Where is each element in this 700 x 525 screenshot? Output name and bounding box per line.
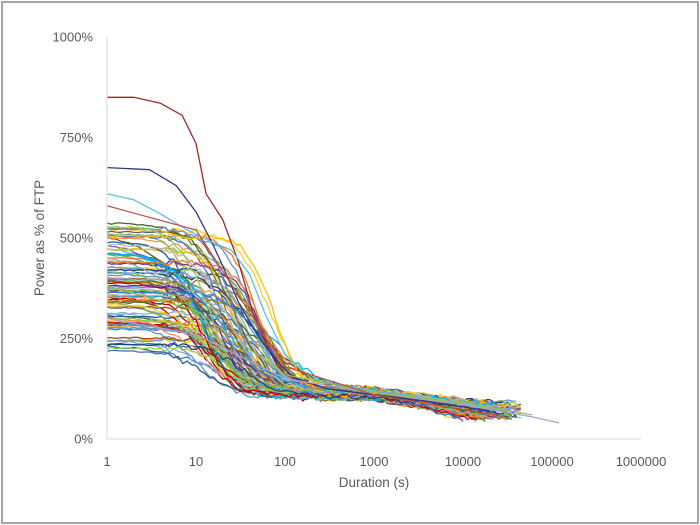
x-tick-label: 10000 [445,454,481,469]
x-tick-labels: 1 10 100 1000 10000 100000 1000000 [103,454,666,469]
x-tick-label: 1000 [360,454,389,469]
power-curve-line [106,252,504,410]
x-tick-label: 10 [189,454,203,469]
power-curve-line [106,205,506,418]
y-tick-label: 0% [74,432,93,447]
power-curve-line [106,343,477,409]
x-tick-label: 1 [103,454,110,469]
x-tick-label: 100 [274,454,296,469]
power-curve-line [106,285,533,416]
y-tick-label: 750% [60,130,94,145]
y-tick-label: 250% [60,331,94,346]
y-axis-title: Power as % of FTP [32,180,47,296]
power-curve-line [106,317,482,419]
x-axis-title: Duration (s) [339,475,410,490]
y-tick-label: 1000% [53,30,94,45]
y-tick-label: 500% [60,231,94,246]
y-tick-labels: 0% 250% 500% 750% 1000% [53,30,94,447]
power-curve-line [106,277,521,411]
series-group [106,96,560,424]
x-tick-label: 100000 [530,454,573,469]
x-tick-label: 1000000 [616,454,667,469]
power-curve-line [106,193,490,410]
power-curve-line [106,166,490,412]
